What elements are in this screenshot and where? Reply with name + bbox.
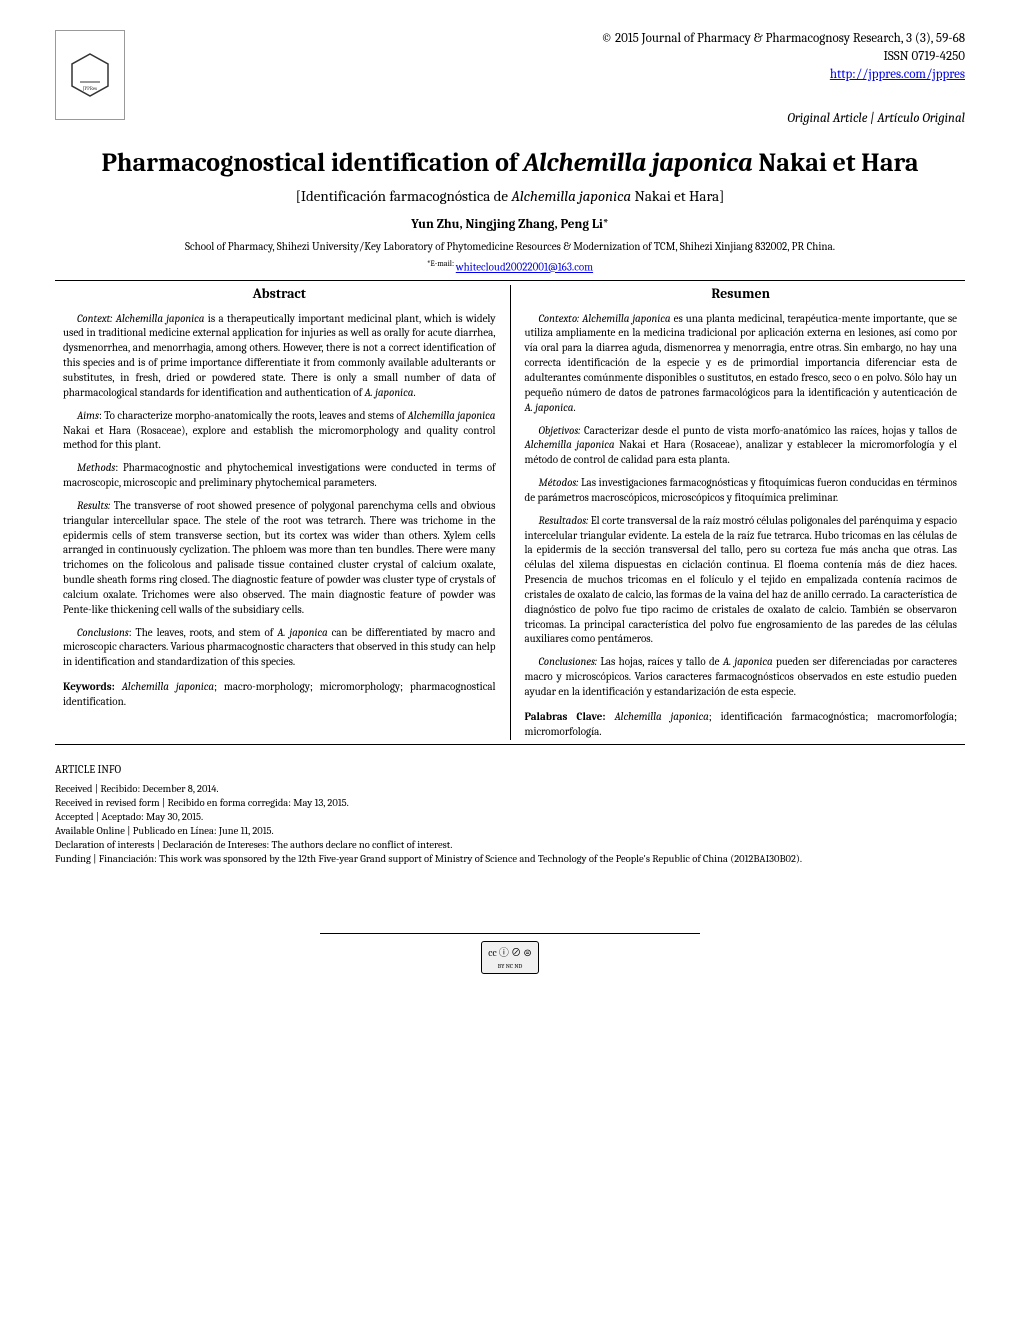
abstract-heading: Abstract [63,285,496,302]
article-info-heading: ARTICLE INFO [55,763,965,776]
email-link[interactable]: whitecloud20022001@163.com [456,261,593,274]
abstract-conclusions: Conclusions: The leaves, roots, and stem… [63,626,496,671]
abstract-results: Results: The transverse of root showed p… [63,499,496,618]
info-accepted: Accepted | Aceptado: May 30, 2015. [55,810,965,824]
copyright-line: © 2015 Journal of Pharmacy & Pharmacogno… [125,30,965,48]
abstract-column: Abstract Context: Alchemilla japonica is… [55,285,511,740]
resumen-heading: Resumen [525,285,958,302]
journal-logo: JPPRes [55,30,125,120]
title-pre: Pharmacognostical identification of [101,148,523,178]
footer-rule [320,933,700,934]
journal-url-link[interactable]: http://jppres.com/jppres [830,67,965,82]
authors: Yun Zhu, Ningjing Zhang, Peng Li* [55,217,965,232]
subtitle-pre: [Identificación farmacognóstica de [296,187,512,205]
corresponding-email: *E-mail: whitecloud20022001@163.com [55,259,965,274]
resumen-metodos: Métodos: Las investigaciones farmacognós… [525,476,958,506]
title-species: Alchemilla japonica [523,148,752,178]
divider-top [55,280,965,281]
license-footer: cc ⓘ ⊘ ⊜ BY NC ND [55,927,965,974]
info-received: Received | Recibido: December 8, 2014. [55,782,965,796]
info-revised: Received in revised form | Recibido en f… [55,796,965,810]
resumen-contexto: Contexto: Alchemilla japonica es una pla… [525,312,958,416]
svg-text:JPPRes: JPPRes [82,86,97,92]
keywords-label: Keywords: [63,680,115,693]
article-type: Original Article | Artículo Original [125,110,965,128]
abstract-context: Context: Alchemilla japonica is a therap… [63,312,496,401]
subtitle-species: Alchemilla japonica [511,187,631,205]
cc-subtext: BY NC ND [498,963,523,970]
article-subtitle: [Identificación farmacognóstica de Alche… [55,187,965,205]
hexagon-icon: JPPRes [70,52,110,98]
header-meta: © 2015 Journal of Pharmacy & Pharmacogno… [125,30,965,138]
abstract-methods: Methods: Pharmacognostic and phytochemic… [63,461,496,491]
resumen-resultados: Resultados: El corte transversal de la r… [525,514,958,648]
header: JPPRes © 2015 Journal of Pharmacy & Phar… [55,30,965,138]
resumen-keywords: Palabras Clave: Alchemilla japonica; ide… [525,710,958,740]
palabras-clave-label: Palabras Clave: [525,710,606,723]
issn-line: ISSN 0719-4250 [125,48,965,66]
resumen-column: Resumen Contexto: Alchemilla japonica es… [511,285,966,740]
abstract-keywords: Keywords: Alchemilla japonica; macro-mor… [63,680,496,710]
divider-bottom [55,744,965,745]
info-funding: Funding | Financiación: This work was sp… [55,852,965,866]
abstracts-container: Abstract Context: Alchemilla japonica is… [55,285,965,740]
affiliation: School of Pharmacy, Shihezi University/K… [55,240,965,253]
resumen-objetivos: Objetivos: Caracterizar desde el punto d… [525,424,958,469]
info-declaration: Declaration of interests | Declaración d… [55,838,965,852]
resumen-conclusiones: Conclusiones: Las hojas, raíces y tallo … [525,655,958,700]
subtitle-post: Nakai et Hara] [631,187,724,205]
article-title: Pharmacognostical identification of Alch… [55,148,965,179]
email-label: *E-mail: [427,259,456,268]
cc-icons: cc ⓘ ⊘ ⊜ [488,947,531,959]
title-post: Nakai et Hara [753,148,919,178]
journal-url: http://jppres.com/jppres [125,66,965,84]
abstract-aims: Aims: To characterize morpho-anatomicall… [63,409,496,454]
cc-license-badge: cc ⓘ ⊘ ⊜ BY NC ND [481,941,538,974]
info-online: Available Online | Publicado en Línea: J… [55,824,965,838]
